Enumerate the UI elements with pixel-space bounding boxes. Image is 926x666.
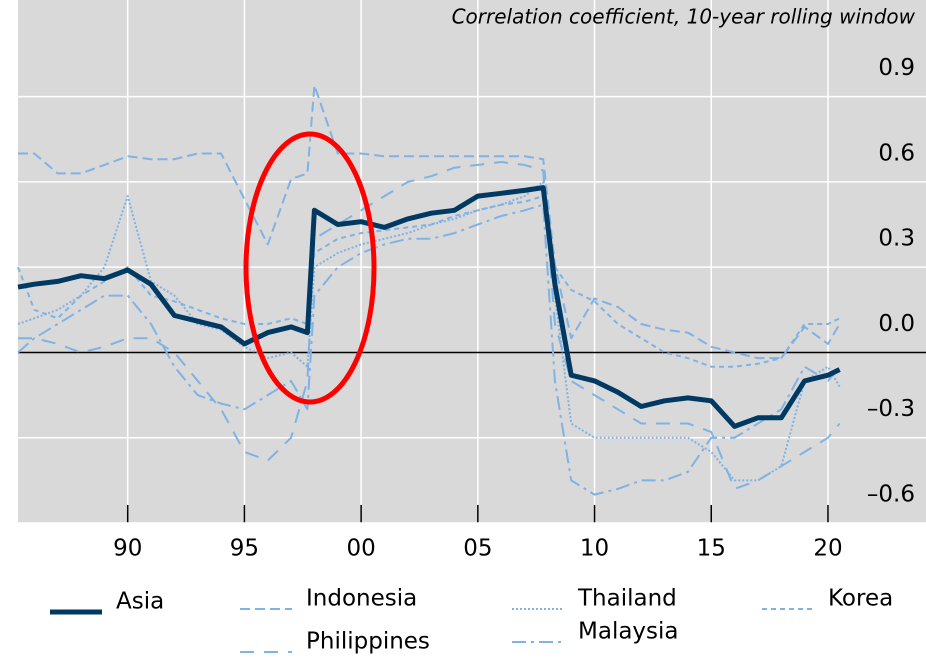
y-tick-label: 0.6 [878,140,915,166]
y-tick-label: 0.0 [878,311,915,337]
highlight-ellipse [243,131,377,405]
legend-label: Philippines [306,629,430,655]
legend-label: Malaysia [578,619,679,645]
x-tick-label: 95 [230,536,259,562]
y-tick-label: –0.3 [867,396,915,422]
lines [17,84,841,496]
x-tick-label: 15 [697,536,726,562]
series-line [18,161,841,490]
plot-area [18,0,926,523]
x-tick-label: 10 [580,536,609,562]
x-tick-label: 20 [813,536,842,562]
x-tick-label: 00 [346,536,375,562]
legend-label: Thailand [577,586,677,612]
y-tick-label: 0.9 [878,55,915,81]
series-line [17,203,841,496]
y-tick-label: 0.3 [878,226,915,252]
y-tick-label: –0.6 [867,482,915,508]
series-line [17,185,841,429]
labels: 90 95 00 05 10 15 20 –0.6 –0.3 0.0 0.3 0.6 0.9 Asia In… [50,55,915,655]
legend-label: Asia [116,589,164,615]
grid [18,0,926,524]
series-line [18,84,841,360]
x-tick-label: 90 [113,536,142,562]
legend-label: Indonesia [306,586,417,612]
x-tick-label: 05 [463,536,492,562]
chart-title: Correlation coefficient, 10-year rolling… [452,5,916,29]
legend-label: Korea [828,586,893,612]
